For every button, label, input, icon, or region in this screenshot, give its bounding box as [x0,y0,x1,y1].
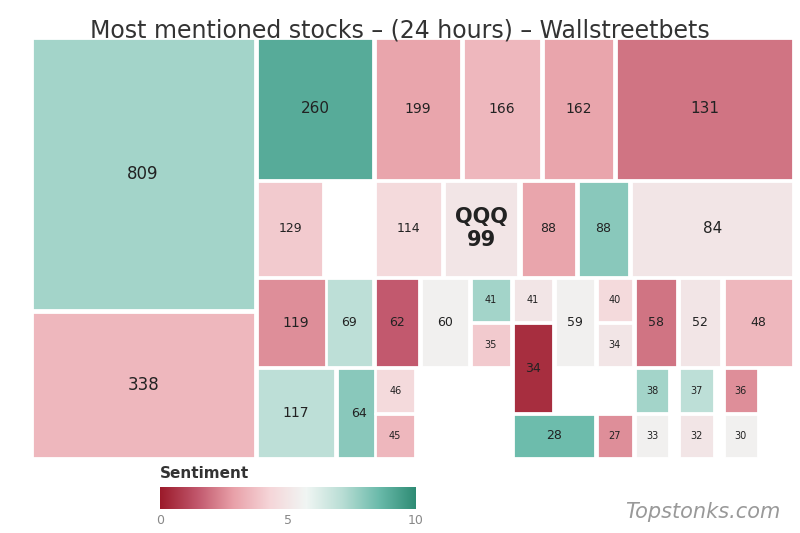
Text: 33: 33 [646,431,658,441]
Text: 41: 41 [526,295,539,305]
Text: 809: 809 [127,165,159,183]
Bar [375,414,415,458]
Bar [616,38,794,180]
Text: 62: 62 [390,316,405,329]
Bar [521,181,575,277]
Bar [375,181,442,277]
Bar [31,38,254,310]
Bar [375,368,415,413]
Text: 58: 58 [648,316,664,329]
Text: 52: 52 [693,316,708,329]
Text: 129: 129 [278,222,302,236]
Bar [724,368,758,413]
Text: 46: 46 [389,385,402,395]
Bar [597,324,633,367]
Text: 260: 260 [301,101,330,116]
Text: 40: 40 [609,295,621,305]
Text: 28: 28 [546,430,562,442]
Text: 41: 41 [485,295,497,305]
Bar [513,414,594,458]
Text: 131: 131 [690,101,719,116]
Bar [597,414,633,458]
Text: 166: 166 [489,102,515,116]
Bar [543,38,614,180]
Bar [555,278,594,367]
Bar [463,38,541,180]
Bar [337,368,381,458]
Text: 32: 32 [690,431,702,441]
Bar [421,278,469,367]
Bar [257,278,335,367]
Bar [513,278,553,322]
Bar [257,181,323,277]
Text: Sentiment: Sentiment [160,466,250,481]
Text: 119: 119 [282,316,310,329]
Text: 84: 84 [702,221,722,237]
Text: 30: 30 [734,431,747,441]
Bar [635,368,670,413]
Bar [597,278,633,322]
Text: Most mentioned stocks – (24 hours) – Wallstreetbets: Most mentioned stocks – (24 hours) – Wal… [90,19,710,43]
Bar [724,278,794,367]
Text: 45: 45 [389,431,402,441]
Text: 199: 199 [405,102,431,116]
Bar [31,312,254,458]
Bar [444,181,518,277]
Text: QQQ
99: QQQ 99 [454,207,507,251]
Text: 162: 162 [566,102,592,116]
Text: 88: 88 [540,222,556,236]
Text: 37: 37 [690,385,702,395]
Bar [635,414,670,458]
Text: 64: 64 [351,407,366,419]
Bar [679,368,714,413]
Bar [631,181,794,277]
Text: 60: 60 [437,316,453,329]
Bar [635,278,677,367]
Bar [375,278,419,367]
Text: 69: 69 [342,316,358,329]
Text: 338: 338 [127,376,159,394]
Bar [679,414,714,458]
Bar [471,278,510,322]
Bar [513,324,553,413]
Text: 35: 35 [485,341,497,350]
Bar [724,414,758,458]
Text: Topstonks.com: Topstonks.com [625,502,780,522]
Text: 27: 27 [609,431,621,441]
Bar [578,181,629,277]
Bar [326,278,373,367]
Text: 48: 48 [750,316,766,329]
Text: 34: 34 [525,361,541,375]
Text: 88: 88 [595,222,611,236]
Text: 117: 117 [282,406,309,420]
Bar [679,278,722,367]
Text: 38: 38 [646,385,658,395]
Bar [375,38,461,180]
Text: 36: 36 [734,385,747,395]
Bar [257,368,335,458]
Text: 59: 59 [567,316,582,329]
Text: 34: 34 [609,341,621,350]
Bar [257,38,373,180]
Bar [471,324,510,367]
Text: 114: 114 [397,222,420,236]
